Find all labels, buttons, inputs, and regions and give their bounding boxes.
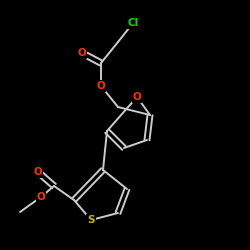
Text: S: S: [87, 215, 95, 225]
Text: O: O: [96, 81, 106, 91]
Text: O: O: [78, 48, 86, 58]
Text: Cl: Cl: [128, 18, 138, 28]
Text: O: O: [34, 167, 42, 177]
Text: O: O: [36, 192, 46, 202]
Text: O: O: [132, 92, 141, 102]
